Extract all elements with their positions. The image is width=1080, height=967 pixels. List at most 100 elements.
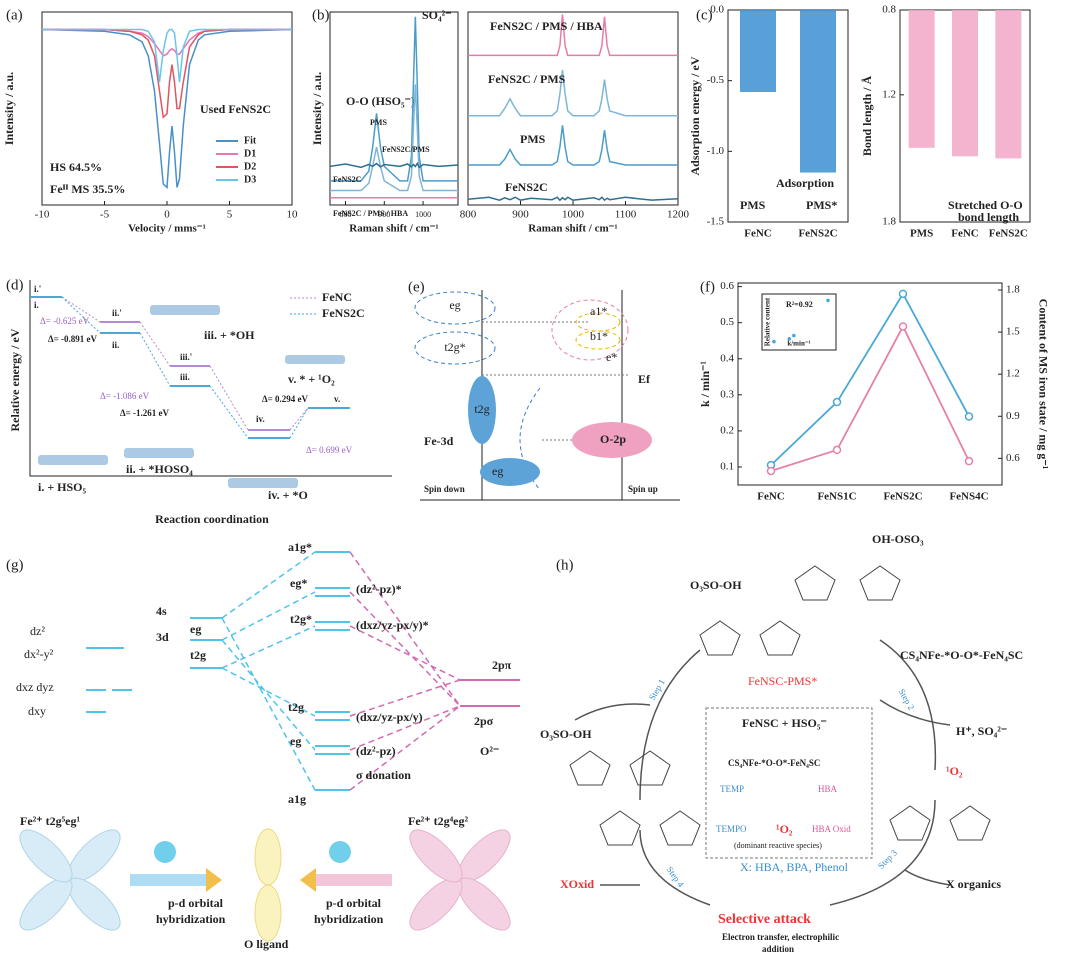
y-label: Relative energy / eV xyxy=(8,328,22,431)
marker xyxy=(898,322,908,331)
x-tick-label: 800 xyxy=(340,210,352,219)
state-label: v. xyxy=(334,394,340,404)
orbital-label: eg xyxy=(492,464,503,478)
series-line xyxy=(42,28,292,57)
orbital-label: 2pσ xyxy=(474,714,494,728)
y-tick-label: 1.2 xyxy=(882,88,896,100)
series-label: FeNS2C xyxy=(505,180,548,194)
y-tick-label: 0.2 xyxy=(720,424,734,436)
delta-label: Δ= -0.891 eV xyxy=(48,334,98,344)
panel-h: OH-OSO₃ O₃SO-OH FeNSC-PMS* CS₄NFe-*O-O*-… xyxy=(540,532,1023,954)
box-label: ¹O₂ xyxy=(776,822,793,836)
orbital-label: dx²-y² xyxy=(24,647,54,661)
box-label: (dominant reactive species) xyxy=(734,841,822,850)
y-tick-label: 1.8 xyxy=(882,216,896,228)
arrow-label: p-d orbital xyxy=(168,896,224,910)
annotation: Adsorption xyxy=(776,176,834,190)
state-label: ii. xyxy=(112,340,119,350)
y-tick-label: 0.4 xyxy=(720,352,734,364)
arrow-label: hybridization xyxy=(156,912,226,926)
panel-label: (f) xyxy=(700,279,715,295)
annotation: bond length xyxy=(958,210,1019,224)
panel-g: dz² dx²-y² dxz dyz dxy 4s 3d eg t2g a1g*… xyxy=(16,540,520,951)
plot-frame xyxy=(329,11,459,206)
species-label: addition xyxy=(762,944,794,954)
x-tick-label: FeNS4C xyxy=(949,491,988,503)
orbital-label: b1* xyxy=(590,329,608,343)
series-line xyxy=(468,125,678,166)
plot-frame xyxy=(761,293,837,351)
orbital-label: O-2p xyxy=(600,432,626,446)
config-label: Fe²⁺ t2g⁵eg¹ xyxy=(20,814,81,828)
series-line xyxy=(330,16,458,182)
state-label: iii. xyxy=(180,372,190,382)
x-tick-label: PMS xyxy=(910,228,933,240)
molecule-icons xyxy=(38,305,345,488)
connectors xyxy=(61,296,309,439)
species-label: OH-OSO₃ xyxy=(872,532,924,546)
legend-label: Fit xyxy=(244,135,257,146)
orbital-label: O²⁻ xyxy=(480,744,499,758)
x-tick-label: 1100 xyxy=(615,209,637,221)
panel-label: (a) xyxy=(6,7,23,23)
orbital-label: σ donation xyxy=(356,768,411,782)
series-line xyxy=(330,84,458,192)
box-label: TEMP xyxy=(720,784,744,794)
plot-frame xyxy=(727,9,849,223)
species-label: O₃SO-OH xyxy=(690,578,742,592)
legend-label: FeNS2C xyxy=(322,306,365,320)
x-tick-label: FeNS2C xyxy=(989,228,1028,240)
orbital-label: t2g* xyxy=(444,340,465,354)
x-tick-label: FeNS2C xyxy=(798,228,837,240)
series-label: FeNS2C / PMS / HBA xyxy=(333,209,408,218)
panel-label: (d) xyxy=(6,277,24,293)
y-label: Intensity / a.u. xyxy=(310,72,324,145)
delta-label: Δ= 0.699 eV xyxy=(306,445,353,455)
series-label: PMS xyxy=(370,118,387,127)
point xyxy=(792,333,796,338)
eg-band xyxy=(480,458,540,486)
orbital-lobes xyxy=(19,828,511,942)
species-label: Selective attack xyxy=(718,912,811,927)
y2-tick-label: 1.5 xyxy=(1006,326,1020,338)
spin-label: Spin down xyxy=(424,484,465,494)
plot-frame xyxy=(467,11,679,206)
annotation: O-O (HSO₅⁻) xyxy=(346,94,415,108)
step-label: Step 4 xyxy=(665,865,687,890)
series-line xyxy=(467,196,679,202)
series-line xyxy=(329,162,459,169)
annotation: Feᴵᴵ MS 35.5% xyxy=(50,182,125,196)
species-label: CS₄NFe-*O-O*-FeN₄SC xyxy=(900,648,1023,662)
y-tick-label: 0.1 xyxy=(720,460,734,472)
x-tick-label: FeNS2C xyxy=(883,491,922,503)
orbital-label: t2g xyxy=(288,700,304,714)
orbital-label: t2g* xyxy=(290,612,312,626)
molecule-drawings xyxy=(569,565,991,846)
species-label: FeNSC-PMS* xyxy=(748,674,817,688)
y-tick-label: 0.6 xyxy=(720,280,734,292)
correlation-lines xyxy=(221,551,316,791)
x-label: Raman shift / cm⁻¹ xyxy=(349,223,438,235)
orbital-label: e* xyxy=(606,350,617,364)
bar xyxy=(740,10,776,92)
delta-label: Δ= -0.625 eV xyxy=(40,316,90,326)
y-tick-label: 0.3 xyxy=(720,388,734,400)
species-label: X organics xyxy=(946,877,1001,891)
species-label: Electron transfer, electrophilic xyxy=(722,932,839,942)
annotation: PMS xyxy=(740,198,766,212)
series-line xyxy=(42,28,292,119)
marker xyxy=(898,289,908,299)
series-label: FeNS2C / PMS / HBA xyxy=(490,19,603,33)
series-line xyxy=(468,69,678,117)
orbital-label: t2g xyxy=(474,402,489,416)
y-label: Intensity / a.u. xyxy=(2,72,16,145)
state-label: ii.' xyxy=(112,308,122,318)
box-label: HBA xyxy=(818,784,838,794)
panel-label: (c) xyxy=(696,7,713,23)
x-tick-label: -5 xyxy=(100,209,110,221)
x-label: Reaction coordination xyxy=(155,512,269,526)
panel-label: (h) xyxy=(556,557,574,573)
axes xyxy=(29,280,392,477)
state-label: i.' xyxy=(34,284,41,294)
state-label: iii. + *OH xyxy=(204,328,255,342)
